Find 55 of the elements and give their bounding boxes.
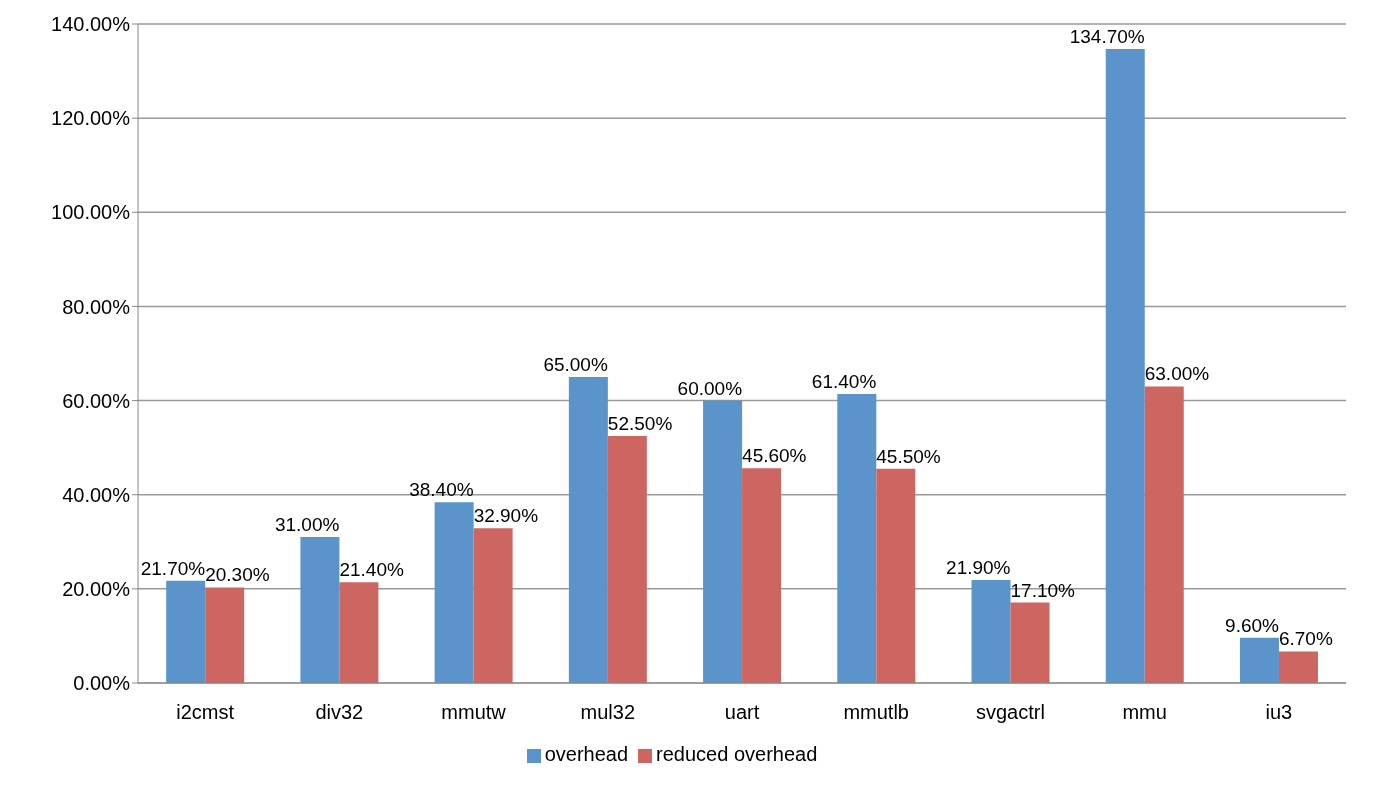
- x-tick-label: i2cmst: [176, 701, 235, 724]
- bar: [742, 468, 782, 683]
- x-tick-label: mul32: [580, 701, 636, 724]
- bar: [971, 579, 1011, 683]
- bar: [607, 435, 647, 683]
- data-label: 134.70%: [1069, 25, 1145, 47]
- legend-label: reduced overhead: [656, 743, 818, 765]
- bar: [1105, 48, 1145, 683]
- data-label: 61.40%: [811, 370, 877, 392]
- x-tick-label: mmu: [1122, 701, 1167, 724]
- bar: [339, 582, 379, 683]
- data-label: 31.00%: [274, 514, 340, 536]
- x-tick-label: div32: [315, 701, 364, 724]
- bar: [568, 377, 608, 683]
- y-tick-label: 140.00%: [51, 13, 131, 36]
- bar: [1010, 602, 1050, 683]
- data-label: 6.70%: [1278, 628, 1333, 650]
- bar: [1239, 637, 1279, 683]
- data-label: 17.10%: [1010, 579, 1076, 601]
- bar: [1144, 386, 1184, 683]
- data-label: 60.00%: [677, 377, 743, 399]
- x-tick-label: mmutlb: [843, 701, 910, 724]
- data-label: 63.00%: [1144, 363, 1210, 385]
- bar: [434, 502, 474, 683]
- x-tick-label: uart: [724, 701, 760, 724]
- data-label: 52.50%: [607, 412, 673, 434]
- bar: [837, 393, 877, 683]
- data-label: 32.90%: [473, 505, 539, 527]
- x-tick-label: iu3: [1265, 701, 1293, 724]
- legend-label: overhead: [544, 743, 629, 765]
- data-label: 45.50%: [876, 445, 941, 467]
- data-label: 21.90%: [946, 556, 1011, 578]
- x-tick-label: mmutw: [441, 701, 507, 724]
- data-label: 65.00%: [543, 354, 608, 376]
- bar: [1278, 651, 1318, 683]
- bar: [703, 400, 743, 683]
- y-tick-label: 80.00%: [62, 295, 131, 318]
- y-tick-label: 40.00%: [62, 483, 131, 506]
- y-tick-label: 20.00%: [62, 577, 131, 600]
- bar: [166, 580, 206, 683]
- bar: [300, 537, 340, 683]
- data-label: 20.30%: [205, 564, 270, 586]
- data-label: 45.60%: [742, 445, 807, 467]
- bar: [473, 528, 513, 683]
- x-tick-label: svgactrl: [975, 701, 1045, 724]
- data-label: 9.60%: [1225, 614, 1280, 636]
- y-tick-label: 120.00%: [51, 107, 131, 130]
- y-tick-label: 60.00%: [62, 389, 131, 412]
- data-label: 38.40%: [409, 479, 474, 501]
- y-tick-label: 0.00%: [73, 672, 131, 695]
- y-tick-label: 100.00%: [51, 201, 131, 224]
- data-label: 21.40%: [339, 559, 404, 581]
- data-label: 21.70%: [140, 557, 206, 579]
- bar: [205, 587, 245, 683]
- bar: [876, 468, 916, 683]
